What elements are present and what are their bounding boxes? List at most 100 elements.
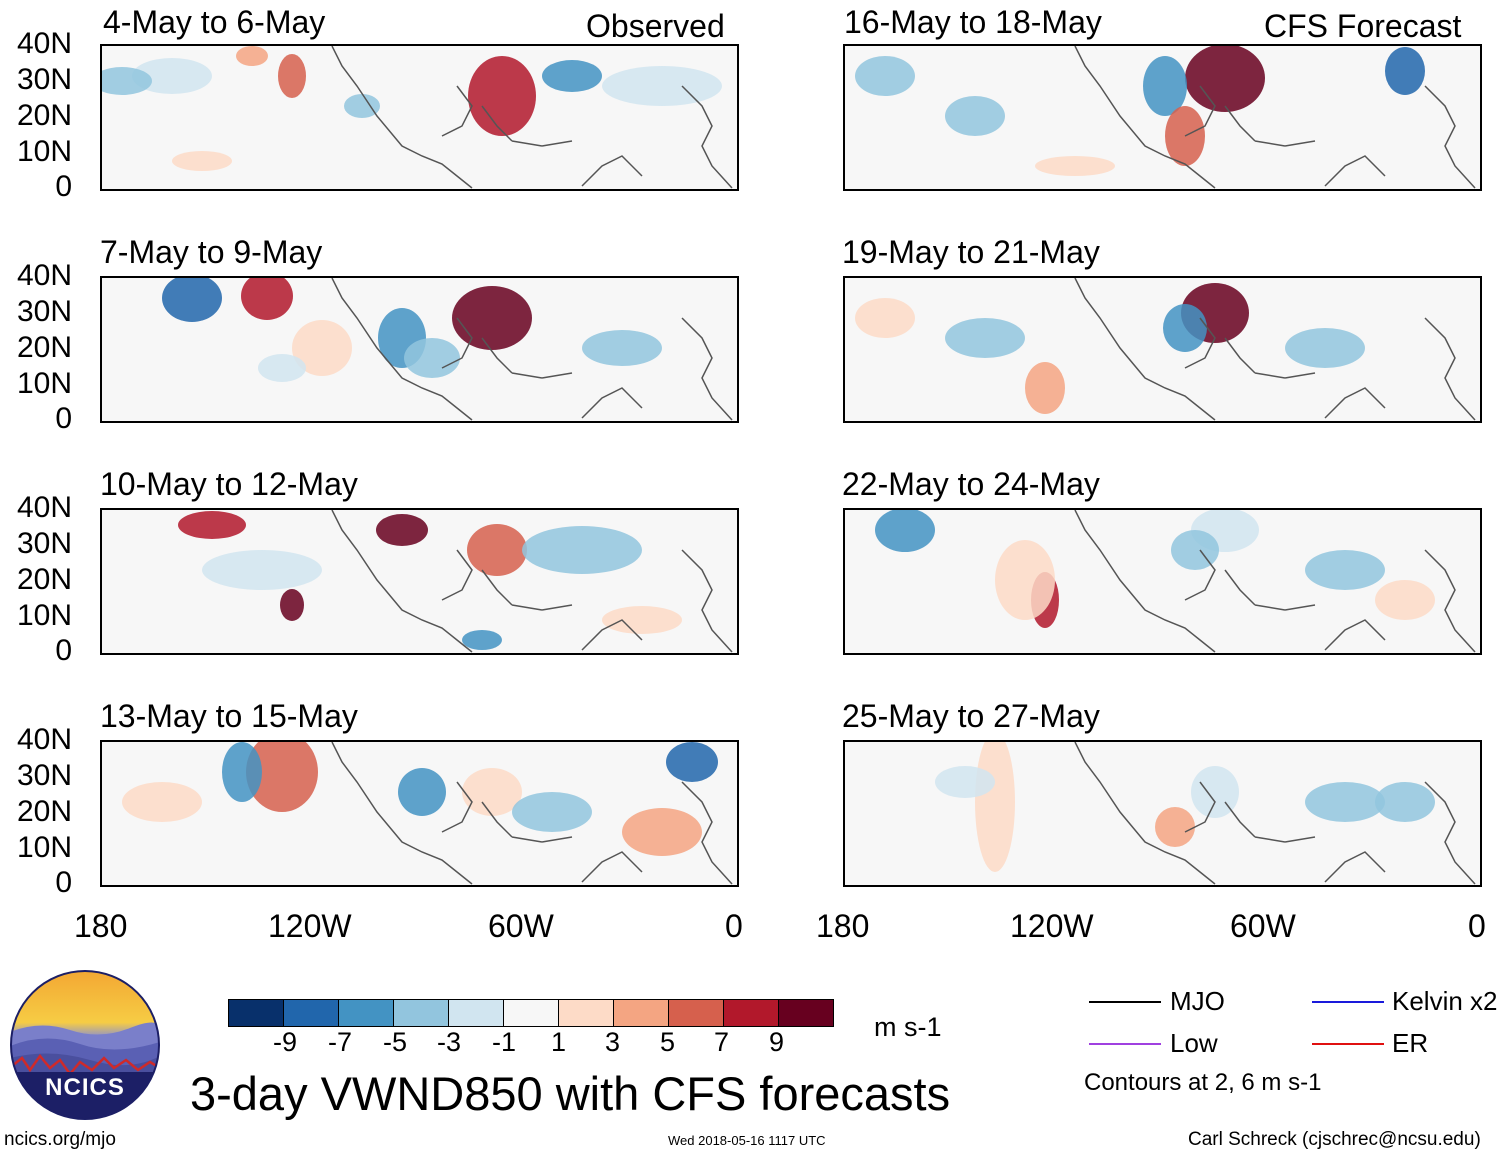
panel-title: 10-May to 12-May: [100, 466, 358, 502]
anomaly-shading: [132, 58, 212, 94]
anomaly-shading: [452, 286, 532, 350]
anomaly-shading: [280, 589, 304, 621]
colorbar-tick: -5: [383, 1027, 408, 1057]
lon-label: 60W: [488, 908, 554, 944]
footer-timestamp: Wed 2018-05-16 1117 UTC: [668, 1133, 826, 1148]
anomaly-shading: [376, 514, 428, 546]
colorbar-tick: 3: [605, 1027, 621, 1057]
anomaly-shading: [602, 66, 722, 106]
map-observed-2: [100, 276, 739, 423]
colorbar-swatch: [724, 1000, 779, 1026]
anomaly-shading: [467, 524, 527, 576]
lat-label: 10N: [16, 367, 72, 400]
map-forecast-1: [843, 44, 1482, 191]
lon-label: 180: [74, 908, 128, 944]
coastline: [331, 278, 733, 421]
anomaly-shading: [542, 60, 602, 92]
anomaly-shading: [1285, 328, 1365, 368]
anomaly-shading: [172, 151, 232, 171]
colorbar-tick: -9: [273, 1027, 298, 1057]
legend-note: Contours at 2, 6 m s-1: [1084, 1069, 1322, 1096]
panel-forecast-1: 16-May to 18-May CFS Forecast: [740, 0, 1480, 230]
logo-text: NCICS: [45, 1074, 125, 1101]
anomaly-shading: [222, 742, 262, 802]
lon-label: 120W: [268, 908, 352, 944]
colorbar-tick: 9: [769, 1027, 785, 1057]
colorbar-swatch: [504, 1000, 559, 1026]
anomaly-shading: [935, 766, 995, 798]
anomaly-shading: [102, 67, 152, 95]
legend-label-mjo: MJO: [1170, 986, 1225, 1016]
anomaly-shading: [1035, 156, 1115, 176]
lat-label: 40N: [16, 259, 72, 292]
anomaly-shading: [292, 320, 352, 376]
lon-label: 120W: [1010, 908, 1094, 944]
colorbar-swatch: [559, 1000, 614, 1026]
anomaly-shading: [1305, 550, 1385, 590]
panel-title: 22-May to 24-May: [842, 466, 1100, 502]
anomaly-shading: [236, 46, 268, 66]
anomaly-shading: [162, 278, 222, 322]
observed-label: Observed: [586, 8, 725, 44]
colorbar-tick: -3: [437, 1027, 462, 1057]
lat-label: 30N: [16, 295, 72, 328]
anomaly-shading: [278, 54, 306, 98]
coastline: [331, 46, 733, 189]
ncics-logo: NCICS: [10, 970, 160, 1120]
anomaly-shading: [582, 330, 662, 366]
coastline: [331, 510, 733, 653]
colorbar-tick: 5: [660, 1027, 676, 1057]
colorbar-tick: 7: [714, 1027, 730, 1057]
lat-label: 10N: [16, 135, 72, 168]
footer-url[interactable]: ncics.org/mjo: [4, 1129, 116, 1150]
anomaly-shading: [1155, 807, 1195, 847]
anomaly-shading: [202, 550, 322, 590]
map-forecast-3: [843, 508, 1482, 655]
map-observed-1: [100, 44, 739, 191]
lat-label: 40N: [16, 491, 72, 524]
colorbar-swatch: [394, 1000, 449, 1026]
lat-label: 30N: [16, 63, 72, 96]
anomaly-shading: [995, 540, 1055, 620]
lat-label: 10N: [16, 831, 72, 864]
legend-line-kelvin: [1312, 1001, 1384, 1003]
lat-label: 0: [55, 170, 72, 203]
anomaly-shading: [602, 606, 682, 634]
colorbar-swatch: [284, 1000, 339, 1026]
map-forecast-2: [843, 276, 1482, 423]
panel-forecast-2: 19-May to 21-May: [740, 232, 1480, 462]
anomaly-shading: [241, 278, 293, 320]
lat-label: 0: [55, 866, 72, 899]
anomaly-shading: [1375, 782, 1435, 822]
lat-label: 30N: [16, 527, 72, 560]
lat-label: 20N: [16, 795, 72, 828]
panel-observed-4: 13-May to 15-May: [0, 696, 740, 926]
anomaly-shading: [1185, 46, 1265, 112]
anomaly-shading: [945, 318, 1025, 358]
anomaly-shading: [666, 742, 718, 782]
colorbar-units: m s-1: [874, 1012, 942, 1042]
lat-label: 30N: [16, 759, 72, 792]
anomaly-shading: [522, 526, 642, 574]
anomaly-shading: [462, 768, 522, 816]
map-observed-4: [100, 740, 739, 887]
anomaly-shading: [178, 511, 246, 539]
colorbar-tick: -7: [328, 1027, 353, 1057]
anomaly-shading: [462, 630, 502, 650]
lat-label: 20N: [16, 563, 72, 596]
legend-line-low: [1089, 1043, 1161, 1045]
panel-observed-1: 4-May to 6-May Observed: [0, 0, 740, 230]
panel-observed-2: 7-May to 9-May: [0, 232, 740, 462]
anomaly-shading: [855, 298, 915, 338]
colorbar-swatch: [614, 1000, 669, 1026]
map-forecast-4: [843, 740, 1482, 887]
coastline: [331, 742, 733, 885]
anomaly-shading: [975, 742, 1015, 872]
colorbar-swatch: [339, 1000, 394, 1026]
anomaly-shading: [1305, 782, 1385, 822]
colorbar-swatch: [449, 1000, 504, 1026]
colorbar-swatch: [229, 1000, 284, 1026]
footer-credit: Carl Schreck (cjschrec@ncsu.edu): [1188, 1129, 1481, 1150]
colorbar: [228, 999, 834, 1027]
lon-label: 0: [725, 908, 743, 944]
